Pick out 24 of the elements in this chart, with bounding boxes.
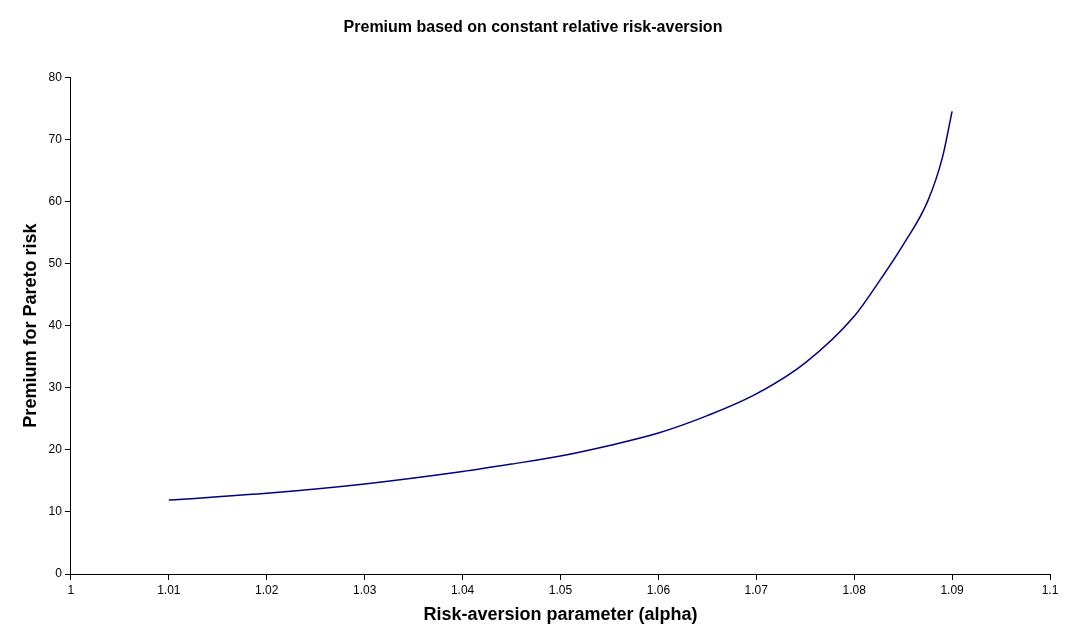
- x-tick-label: 1.06: [646, 582, 671, 597]
- y-tick-label: 20: [48, 442, 63, 457]
- y-tick-label: 60: [48, 193, 63, 208]
- x-tick-label: 1.05: [548, 582, 573, 597]
- x-tick-label: 1.04: [450, 582, 475, 597]
- y-tick-label: 0: [55, 566, 63, 581]
- x-tick-label: 1.09: [940, 582, 965, 597]
- x-axis-title: Risk-aversion parameter (alpha): [423, 604, 698, 625]
- y-tick-label: 50: [48, 255, 63, 270]
- y-tick-label: 40: [48, 317, 63, 332]
- chart-title: Premium based on constant relative risk-aversion: [343, 18, 723, 36]
- line-series: [168, 110, 953, 501]
- y-axis-title: Premium for Pareto risk: [19, 222, 40, 428]
- y-tick-label: 80: [48, 69, 63, 84]
- y-tick-label: 10: [48, 504, 63, 519]
- x-tick-label: 1.08: [842, 582, 867, 597]
- x-tick-label: 1.03: [352, 582, 377, 597]
- x-tick-label: 1.1: [1041, 582, 1059, 597]
- y-tick-label: 30: [48, 380, 63, 395]
- x-tick-label: 1.07: [744, 582, 769, 597]
- x-tick-label: 1: [67, 582, 75, 597]
- y-tick-label: 70: [48, 131, 63, 146]
- x-tick-label: 1.01: [157, 582, 181, 597]
- x-tick-label: 1.02: [255, 582, 279, 597]
